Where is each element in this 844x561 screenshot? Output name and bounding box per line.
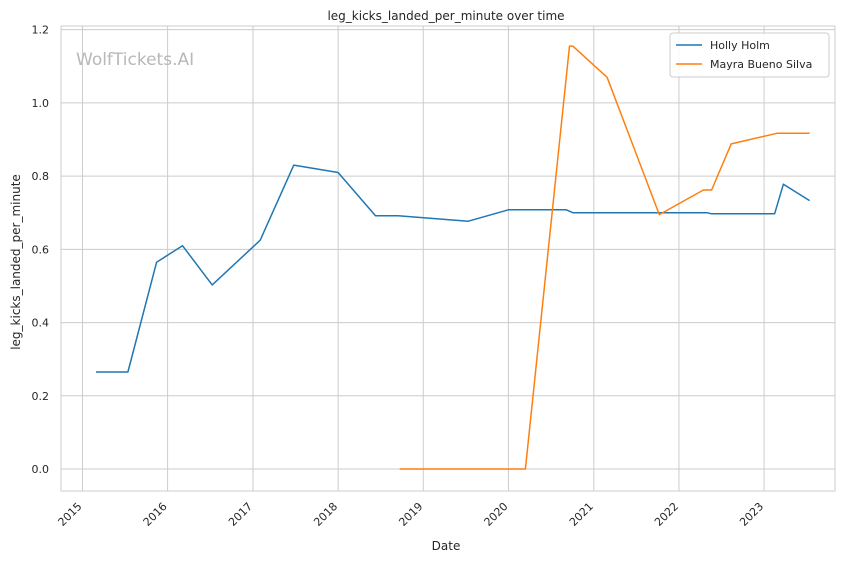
series-line-mayra-bueno-silva: [399, 45, 810, 470]
y-tick-label: 0.2: [32, 390, 50, 403]
chart-title: leg_kicks_landed_per_minute over time: [327, 9, 564, 23]
x-tick-label: 2023: [737, 500, 766, 529]
y-axis-title: leg_kicks_landed_per_minute: [9, 174, 23, 350]
tick-labels: 0.0 0.2 0.4 0.6 0.8 1.0 1.2 2015 2016 2017 2018 201…: [32, 24, 767, 529]
y-tick-label: 0.8: [32, 170, 50, 183]
grid: [61, 26, 835, 491]
x-tick-label: 2020: [482, 500, 511, 529]
y-tick-label: 0.4: [32, 317, 50, 330]
x-tick-label: 2019: [396, 500, 425, 529]
legend: Holly Holm Mayra Bueno Silva: [669, 32, 830, 78]
x-tick-label: 2021: [567, 500, 596, 529]
x-tick-label: 2017: [226, 500, 255, 529]
y-tick-label: 1.2: [32, 24, 50, 37]
x-tick-label: 2022: [652, 500, 681, 529]
y-tick-label: 0.6: [32, 243, 50, 256]
series-lines: [96, 45, 810, 470]
series-line-holly-holm: [96, 164, 810, 373]
y-tick-label: 0.0: [32, 463, 50, 476]
legend-label-holly-holm: Holly Holm: [710, 39, 770, 52]
legend-label-mayra-bueno-silva: Mayra Bueno Silva: [710, 58, 812, 71]
x-axis-title: Date: [432, 539, 461, 553]
y-tick-label: 1.0: [32, 97, 50, 110]
x-tick-label: 2018: [311, 500, 340, 529]
legend-box: [669, 32, 830, 78]
watermark-text: WolfTickets.AI: [76, 50, 194, 70]
x-tick-label: 2016: [141, 500, 170, 529]
plot-area-frame: [60, 25, 836, 492]
x-tick-label: 2015: [56, 500, 85, 529]
